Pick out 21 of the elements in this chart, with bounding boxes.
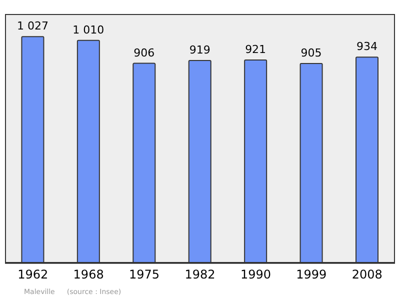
bar xyxy=(76,40,100,264)
data-label: 919 xyxy=(189,43,210,56)
bar xyxy=(188,60,212,264)
x-tick-label: 1962 xyxy=(18,268,48,282)
data-label: 905 xyxy=(300,46,322,60)
x-tick-label: 1968 xyxy=(73,268,104,282)
data-label: 921 xyxy=(245,43,266,56)
bar xyxy=(244,60,268,264)
data-label: 934 xyxy=(356,40,378,54)
x-tick-label: 1975 xyxy=(129,268,160,282)
data-label: 1 027 xyxy=(16,20,48,33)
x-tick-label: 1999 xyxy=(296,268,327,282)
x-tick-label: 1990 xyxy=(240,268,271,282)
x-tick-label: 2008 xyxy=(352,268,382,282)
data-label: 1 010 xyxy=(72,23,104,36)
data-label: 906 xyxy=(134,46,155,60)
x-tick-label: 1982 xyxy=(184,268,216,282)
bar xyxy=(21,36,44,264)
bar xyxy=(300,63,323,264)
bar xyxy=(356,56,378,264)
bar xyxy=(132,62,156,264)
